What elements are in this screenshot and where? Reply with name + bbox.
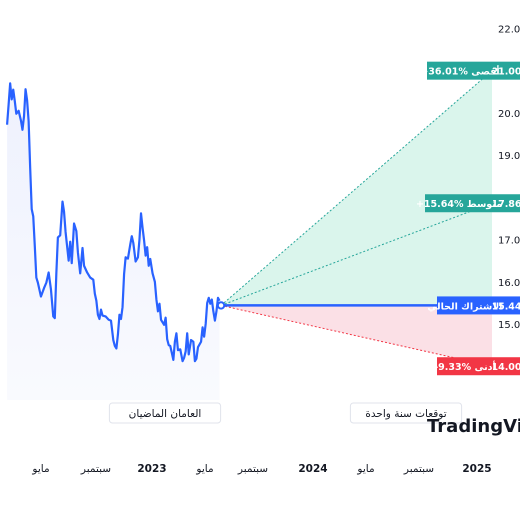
x-tick-label: مايو [195, 463, 213, 475]
average-tag-value-bg [493, 194, 520, 213]
x-tick-label: مايو [31, 463, 49, 475]
x-tick-label: 2023 [137, 463, 166, 475]
y-tick-label: 22.00 [498, 24, 520, 35]
history-area-fill [7, 83, 220, 400]
high-tag-value: 21.00 [491, 67, 520, 78]
forecast-period-label-text: توقعات سنة واحدة [365, 408, 446, 420]
current-tag-value-bg [493, 296, 520, 315]
current-pill: الاشتراك الحالي [427, 296, 503, 315]
high-pill: +36.01% أقصى [420, 61, 500, 80]
forecast-area [220, 70, 493, 367]
average-pill-text: +15.64% متوسط [416, 199, 502, 210]
low-tag: 14.00 [491, 357, 520, 376]
history-period-label: العامان الماضيان [108, 402, 222, 424]
current-pill-bg [437, 296, 493, 315]
average-tag: 17.86 [491, 194, 520, 213]
high-tag: 21.00 [491, 61, 520, 80]
x-tick-label: مايو [356, 463, 374, 475]
average-pill: +15.64% متوسط [416, 194, 502, 213]
y-tick-label: 19.00 [498, 151, 520, 162]
history-line-layer [5, 82, 226, 363]
forecast-period-label-box [349, 402, 463, 424]
x-tick-label: 2025 [462, 463, 491, 475]
x-tick-label: سبتمبر [403, 463, 434, 475]
x-tick-label: 2024 [298, 463, 327, 475]
high-pill-text: +36.01% أقصى [420, 65, 499, 78]
average-pill-bg [425, 194, 493, 213]
current-tag-value: 15.44 [491, 301, 520, 312]
high-tag-value-bg [493, 61, 520, 80]
forecast-labels: العامان الماضيان توقعات سنة واحدة 21.00 17.… [108, 61, 520, 424]
forecast-average-line [220, 202, 493, 306]
tradingview-watermark: TradingView [427, 416, 520, 437]
tradingview-logo-text: TradingView [427, 416, 520, 437]
history-line [5, 82, 221, 363]
x-axis: مايو سبتمبر 2023 مايو سبتمبر 2024 مايو سبتمبر 20… [31, 463, 491, 475]
x-tick-label: سبتمبر [80, 463, 111, 475]
history-area [7, 83, 220, 400]
y-tick-label: 17.00 [498, 236, 520, 247]
y-tick-label: 15.00 [498, 320, 520, 331]
forecast-period-label: توقعات سنة واحدة [349, 402, 463, 424]
low-tag-value: 14.00 [491, 362, 520, 373]
y-axis: 22.00 20.00 19.00 17.00 16.00 15.00 [498, 24, 520, 331]
low-pill: -9.33% أدنى [434, 357, 496, 376]
low-tag-value-bg [493, 357, 520, 376]
history-period-label-box [108, 402, 222, 424]
x-tick-label: سبتمبر [237, 463, 268, 475]
y-tick-label: 20.00 [498, 109, 520, 120]
low-pill-bg [437, 357, 493, 376]
high-pill-bg [427, 61, 493, 80]
y-tick-label: 16.00 [498, 278, 520, 289]
history-period-label-text: العامان الماضيان [129, 408, 202, 420]
current-tag: 15.44 [491, 296, 520, 315]
current-pill-text: الاشتراك الحالي [427, 301, 502, 312]
current-price-marker [216, 301, 226, 310]
average-tag-value: 17.86 [491, 199, 520, 210]
low-pill-text: -9.33% أدنى [434, 360, 496, 373]
